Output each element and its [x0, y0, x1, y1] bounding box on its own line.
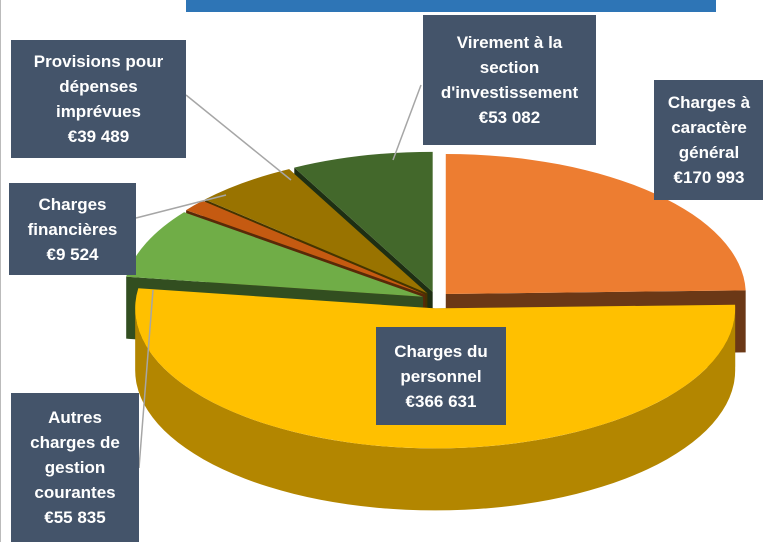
title-bar	[186, 0, 716, 12]
slice	[294, 151, 433, 292]
label-value: €53 082	[478, 108, 541, 127]
slice	[204, 169, 428, 294]
label-value: €366 631	[405, 391, 477, 411]
label-name: Charges à caractère général	[667, 93, 751, 162]
leader-line	[185, 94, 292, 181]
leader-line	[135, 194, 227, 219]
label-value: €170 993	[673, 168, 745, 187]
data-label: Autres charges de gestion courantes €55 8…	[11, 393, 139, 542]
label-value: €55 835	[44, 508, 106, 527]
data-label: Charges du personnel €366 631	[376, 327, 506, 425]
label-name: Autres charges de gestion courantes	[30, 408, 120, 502]
slice	[126, 212, 424, 297]
leader-line	[138, 289, 154, 469]
slice	[445, 153, 746, 294]
slice	[186, 200, 426, 295]
data-label: Provisions pour dépenses imprévues €39 48…	[11, 40, 186, 158]
data-label: Charges financières €9 524	[9, 183, 136, 275]
label-name: Charges financières	[27, 194, 118, 239]
label-name: Charges du personnel	[394, 341, 488, 386]
slice-wall	[135, 308, 736, 511]
label-name: Virement à la section d'investissement	[440, 33, 579, 102]
label-value: €39 489	[67, 127, 130, 146]
outer-walls	[135, 308, 736, 511]
label-value: €9 524	[46, 244, 99, 264]
data-label: Virement à la section d'investissement €5…	[423, 15, 596, 145]
data-label: Charges à caractère général €170 993	[654, 80, 763, 200]
leader-line	[392, 84, 422, 161]
label-name: Provisions pour dépenses imprévues	[33, 52, 164, 121]
